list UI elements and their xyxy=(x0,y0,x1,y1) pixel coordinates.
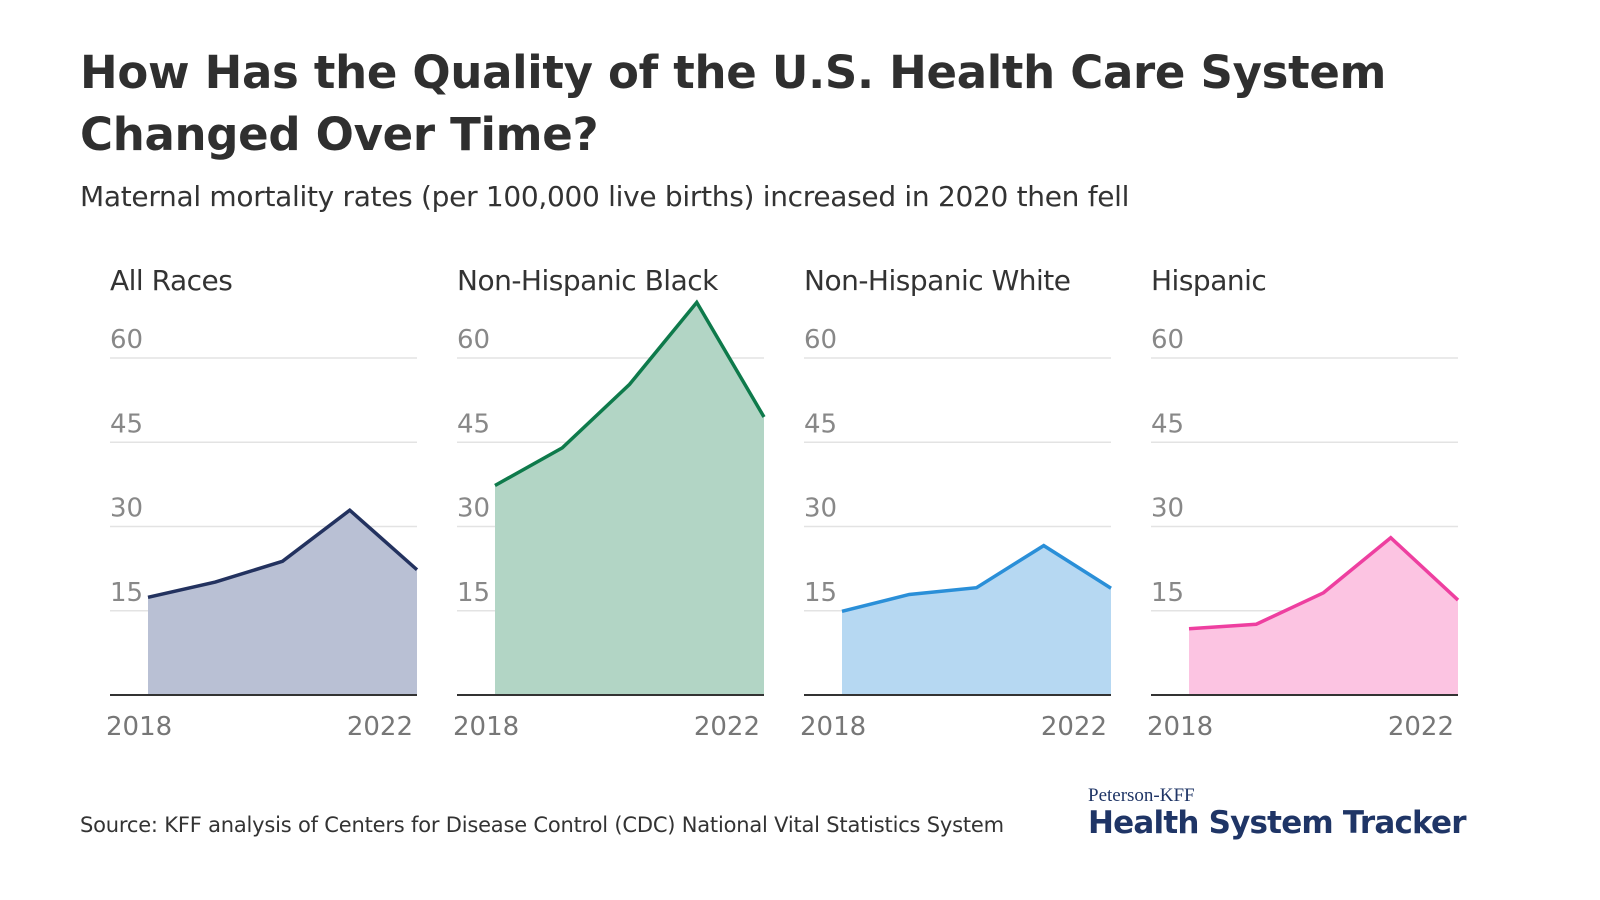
y-tick-label: 60 xyxy=(110,325,143,355)
panel-title: Non-Hispanic White xyxy=(804,264,1071,297)
health-system-tracker-logo: Peterson-KFF Health System Tracker xyxy=(1088,785,1467,841)
y-tick-label: 30 xyxy=(110,494,143,524)
y-tick-label: 45 xyxy=(110,409,143,439)
x-tick-label: 2018 xyxy=(800,712,866,742)
y-tick-label: 45 xyxy=(804,409,837,439)
y-tick-label: 30 xyxy=(1151,494,1184,524)
x-tick-label: 2022 xyxy=(347,712,413,742)
y-tick-label: 60 xyxy=(1151,325,1184,355)
x-tick-label: 2018 xyxy=(1147,712,1213,742)
source-note: Source: KFF analysis of Centers for Dise… xyxy=(80,813,1004,837)
area-fill xyxy=(842,545,1111,695)
x-tick-label: 2022 xyxy=(1388,712,1454,742)
x-tick-label: 2022 xyxy=(694,712,760,742)
series-line xyxy=(147,507,419,599)
chart-title: How Has the Quality of the U.S. Health C… xyxy=(80,46,1387,161)
y-tick-label: 15 xyxy=(804,578,837,608)
series-line xyxy=(494,299,766,488)
series-line xyxy=(841,543,1112,614)
logo-bottom-text: Health System Tracker xyxy=(1088,805,1467,841)
series-line xyxy=(1188,535,1460,631)
y-tick-label: 60 xyxy=(457,325,490,355)
y-tick-label: 15 xyxy=(457,578,490,608)
panel-title: Non-Hispanic Black xyxy=(457,264,719,297)
x-tick-label: 2022 xyxy=(1041,712,1107,742)
panel-title: All Races xyxy=(110,264,232,297)
panel-title: Hispanic xyxy=(1151,264,1266,297)
y-tick-label: 15 xyxy=(1151,578,1184,608)
y-tick-label: 15 xyxy=(110,578,143,608)
y-tick-label: 30 xyxy=(457,494,490,524)
area-fill xyxy=(148,510,417,695)
chart-subtitle: Maternal mortality rates (per 100,000 li… xyxy=(80,180,1130,213)
area-fill xyxy=(1189,537,1458,695)
y-tick-label: 45 xyxy=(457,409,490,439)
x-tick-label: 2018 xyxy=(106,712,172,742)
y-tick-label: 30 xyxy=(804,494,837,524)
x-tick-label: 2018 xyxy=(453,712,519,742)
area-fill xyxy=(495,302,764,695)
y-tick-label: 60 xyxy=(804,325,837,355)
logo-top-text: Peterson-KFF xyxy=(1088,785,1195,806)
y-tick-label: 45 xyxy=(1151,409,1184,439)
